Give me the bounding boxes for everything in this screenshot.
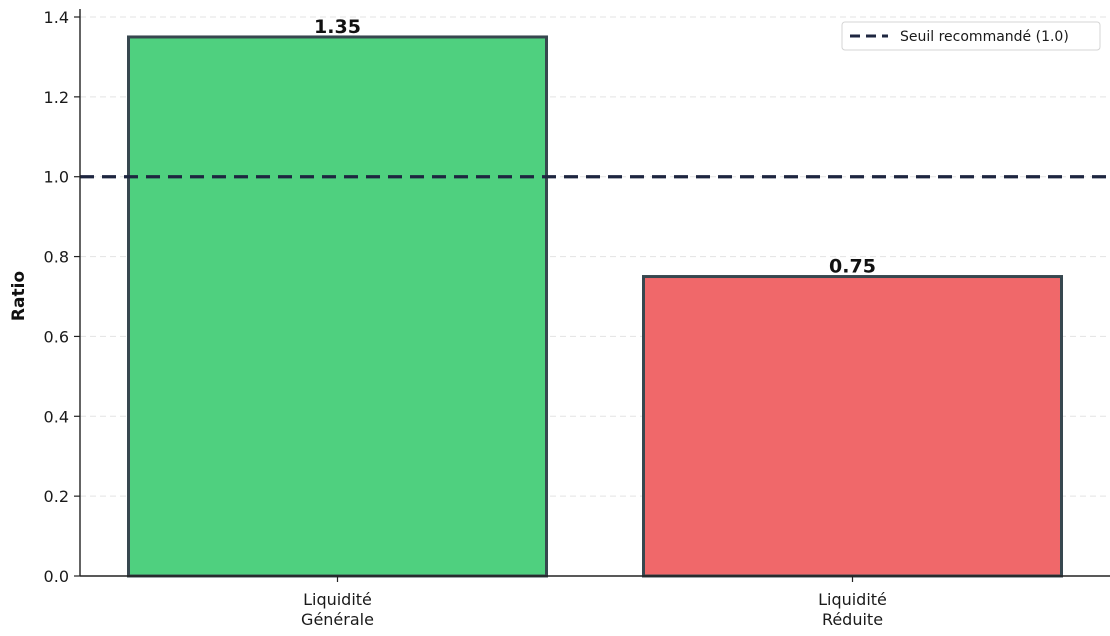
y-tick-label: 0.2	[44, 487, 69, 506]
x-tick-label: Générale	[301, 610, 374, 629]
x-tick-label: Liquidité	[303, 590, 372, 609]
y-tick-label: 1.0	[44, 168, 69, 187]
x-tick-label: Réduite	[822, 610, 883, 629]
y-tick-label: 0.0	[44, 567, 69, 586]
bars	[127, 35, 1063, 578]
value-labels: 1.35 0.75	[314, 16, 876, 278]
legend-box	[841, 21, 1101, 51]
y-tick-label: 0.4	[44, 407, 69, 426]
legend: Seuil recommandé (1.0)	[841, 21, 1101, 51]
y-tick-label: 0.6	[44, 327, 69, 346]
y-tick-label: 1.2	[44, 88, 69, 107]
y-tick-label: 0.8	[44, 248, 69, 267]
bar-value-label: 1.35	[314, 16, 361, 38]
axes: LiquiditéGénéraleLiquiditéRéduite0.00.20…	[44, 8, 1110, 629]
bar-value-label: 0.75	[829, 256, 876, 278]
legend-entry-threshold: Seuil recommandé (1.0)	[900, 29, 1069, 45]
y-axis-title: Ratio	[9, 271, 29, 321]
bar-1	[127, 35, 548, 578]
bar-2	[642, 275, 1063, 578]
x-tick-label: Liquidité	[818, 590, 887, 609]
y-tick-label: 1.4	[44, 8, 69, 27]
